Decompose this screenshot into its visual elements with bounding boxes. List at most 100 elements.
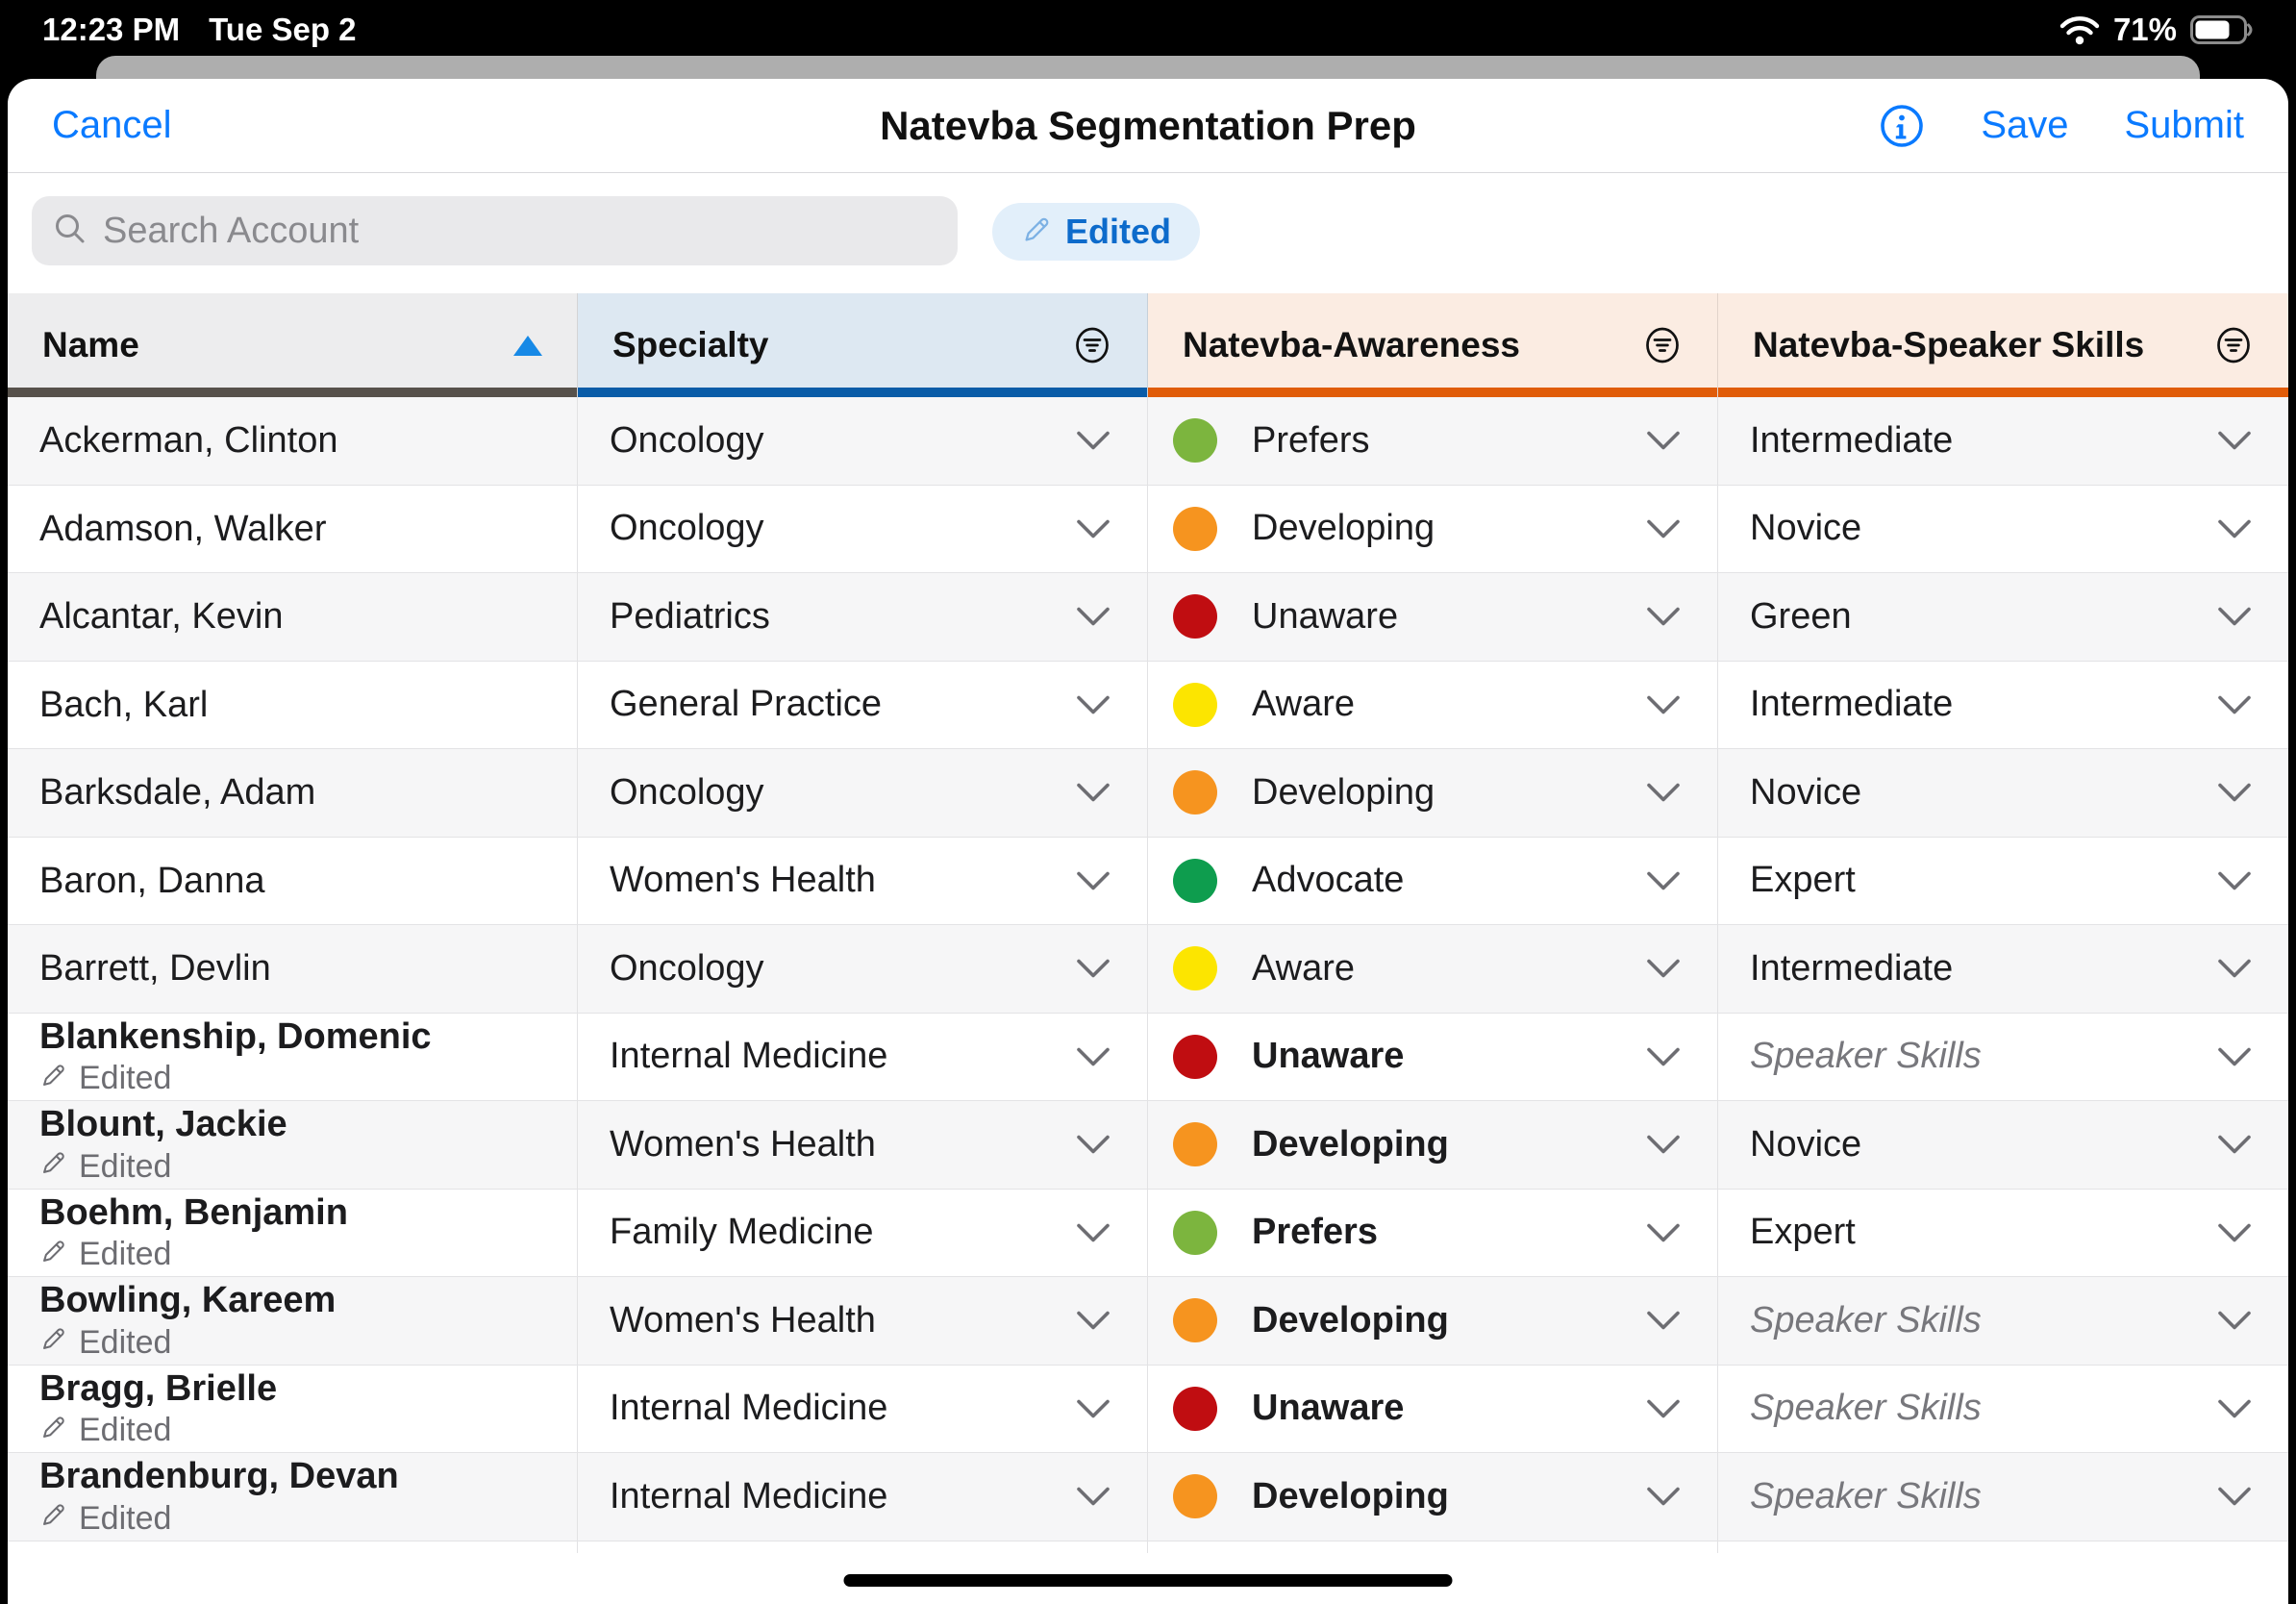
specialty-value: Women's Health	[610, 1123, 876, 1165]
specialty-select[interactable]: Pediatrics	[578, 573, 1148, 661]
navigation-bar: Cancel Natevba Segmentation Prep Save Su…	[8, 79, 2288, 173]
chevron-down-icon	[2217, 1476, 2252, 1517]
column-header-awareness[interactable]: Natevba-Awareness	[1148, 293, 1718, 397]
awareness-select[interactable]: Prefers	[1148, 1189, 1718, 1276]
awareness-value: Aware	[1252, 947, 1356, 989]
specialty-select[interactable]: Oncology	[578, 397, 1148, 485]
edited-badge: Edited	[39, 1238, 171, 1271]
info-icon[interactable]	[1879, 103, 1925, 149]
speaker-skills-value: Novice	[1750, 1123, 1862, 1165]
speaker-skills-value: Speaker Skills	[1750, 1475, 1982, 1516]
specialty-select[interactable]: Oncology	[578, 925, 1148, 1013]
specialty-select[interactable]: Internal Medicine	[578, 1365, 1148, 1452]
pencil-icon	[39, 1238, 67, 1271]
search-input[interactable]: Search Account	[32, 196, 958, 265]
edited-badge-label: Edited	[79, 1323, 172, 1361]
column-header-specialty[interactable]: Specialty	[578, 293, 1148, 397]
awareness-status-dot	[1173, 1474, 1217, 1519]
name-cell: Bowling, Kareem Edited	[8, 1277, 578, 1365]
account-name: Bowling, Kareem	[39, 1280, 337, 1321]
chevron-down-icon	[2217, 860, 2252, 901]
specialty-value: Oncology	[610, 771, 764, 813]
specialty-select[interactable]: Oncology	[578, 485, 1148, 572]
edited-filter-chip[interactable]: Edited	[992, 203, 1201, 261]
specialty-value: Internal Medicine	[610, 1475, 888, 1516]
chevron-down-icon	[1076, 508, 1111, 549]
home-indicator[interactable]	[843, 1574, 1453, 1587]
speaker-skills-select[interactable]: Speaker Skills	[1718, 1277, 2288, 1365]
chevron-down-icon	[2217, 596, 2252, 638]
speaker-skills-value: Intermediate	[1750, 947, 1954, 989]
speaker-skills-value: Speaker Skills	[1750, 1299, 1982, 1341]
awareness-select[interactable]: Developing	[1148, 1453, 1718, 1541]
edited-filter-chip-label: Edited	[1065, 212, 1172, 251]
speaker-skills-select[interactable]: Novice	[1718, 1101, 2288, 1189]
specialty-select[interactable]: Women's Health	[578, 837, 1148, 924]
awareness-select[interactable]: Prefers	[1148, 397, 1718, 485]
speaker-skills-select[interactable]: Intermediate	[1718, 397, 2288, 485]
specialty-select[interactable]: Internal Medicine	[578, 1453, 1148, 1541]
awareness-select[interactable]: Advocate	[1148, 837, 1718, 924]
edited-badge-label: Edited	[79, 1412, 172, 1449]
awareness-value: Prefers	[1252, 1212, 1378, 1253]
speaker-skills-select[interactable]: Expert	[1718, 1190, 2288, 1277]
chevron-down-icon	[1076, 420, 1111, 462]
speaker-skills-select[interactable]: Speaker Skills	[1718, 1014, 2288, 1101]
chevron-down-icon	[1076, 596, 1111, 638]
edited-badge-label: Edited	[79, 1236, 172, 1273]
speaker-skills-select[interactable]: Intermediate	[1718, 925, 2288, 1013]
awareness-select[interactable]: Developing	[1148, 1101, 1718, 1189]
specialty-value: Pediatrics	[610, 595, 770, 637]
name-cell: Blount, Jackie Edited	[8, 1101, 578, 1189]
speaker-skills-select[interactable]: Expert	[1718, 838, 2288, 925]
speaker-skills-value: Expert	[1750, 1212, 1856, 1253]
chevron-down-icon	[1646, 1124, 1681, 1165]
account-name: Ackerman, Clinton	[39, 420, 338, 462]
speaker-skills-select[interactable]: Novice	[1718, 486, 2288, 573]
awareness-select[interactable]: Aware	[1148, 925, 1718, 1013]
status-time: 12:23 PM	[42, 12, 181, 47]
name-cell: Blankenship, Domenic Edited	[8, 1013, 578, 1100]
specialty-select[interactable]: Internal Medicine	[578, 1013, 1148, 1100]
cancel-button[interactable]: Cancel	[52, 104, 172, 146]
chevron-down-icon	[2217, 420, 2252, 462]
awareness-select[interactable]: Unaware	[1148, 1365, 1718, 1452]
specialty-value: General Practice	[610, 684, 883, 725]
awareness-value: Developing	[1252, 1475, 1449, 1516]
specialty-select[interactable]: General Practice	[578, 661, 1148, 748]
specialty-select[interactable]: Family Medicine	[578, 1189, 1148, 1276]
specialty-select[interactable]: Women's Health	[578, 1277, 1148, 1365]
submit-button[interactable]: Submit	[2124, 104, 2245, 146]
specialty-value: Oncology	[610, 508, 764, 549]
table-row: Baron, Danna Edited Women's Health Advoc…	[8, 837, 2288, 925]
awareness-status-dot	[1173, 1122, 1217, 1167]
account-name: Bach, Karl	[39, 684, 209, 725]
chevron-down-icon	[2217, 1124, 2252, 1165]
speaker-skills-select[interactable]: Intermediate	[1718, 662, 2288, 749]
awareness-select[interactable]: Developing	[1148, 749, 1718, 837]
name-cell: Adamson, Walker Edited	[8, 485, 578, 572]
name-cell: Baron, Danna Edited	[8, 837, 578, 924]
table-row: Boehm, Benjamin Edited Family Medicine P…	[8, 1189, 2288, 1277]
battery-percent: 71%	[2112, 12, 2177, 47]
column-header-name[interactable]: Name	[8, 293, 578, 397]
awareness-select[interactable]: Aware	[1148, 661, 1718, 748]
awareness-value: Prefers	[1252, 419, 1370, 461]
column-header-speaker-skills[interactable]: Natevba-Speaker Skills	[1718, 293, 2288, 397]
awareness-select[interactable]: Unaware	[1148, 573, 1718, 661]
specialty-select[interactable]: Oncology	[578, 749, 1148, 837]
awareness-select[interactable]: Unaware	[1148, 1013, 1718, 1100]
speaker-skills-select[interactable]: Novice	[1718, 749, 2288, 837]
awareness-select[interactable]: Developing	[1148, 1277, 1718, 1365]
chevron-down-icon	[1646, 1036, 1681, 1077]
save-button[interactable]: Save	[1981, 104, 2069, 146]
speaker-skills-select[interactable]: Green	[1718, 573, 2288, 661]
speaker-skills-select[interactable]: Speaker Skills	[1718, 1453, 2288, 1541]
awareness-status-dot	[1173, 1210, 1217, 1255]
speaker-skills-select[interactable]: Speaker Skills	[1718, 1366, 2288, 1453]
speaker-skills-value: Speaker Skills	[1750, 1036, 1982, 1077]
account-name: Alcantar, Kevin	[39, 596, 284, 638]
table-row: Barksdale, Adam Edited Oncology Developi…	[8, 749, 2288, 838]
specialty-select[interactable]: Women's Health	[578, 1101, 1148, 1189]
awareness-select[interactable]: Developing	[1148, 485, 1718, 572]
